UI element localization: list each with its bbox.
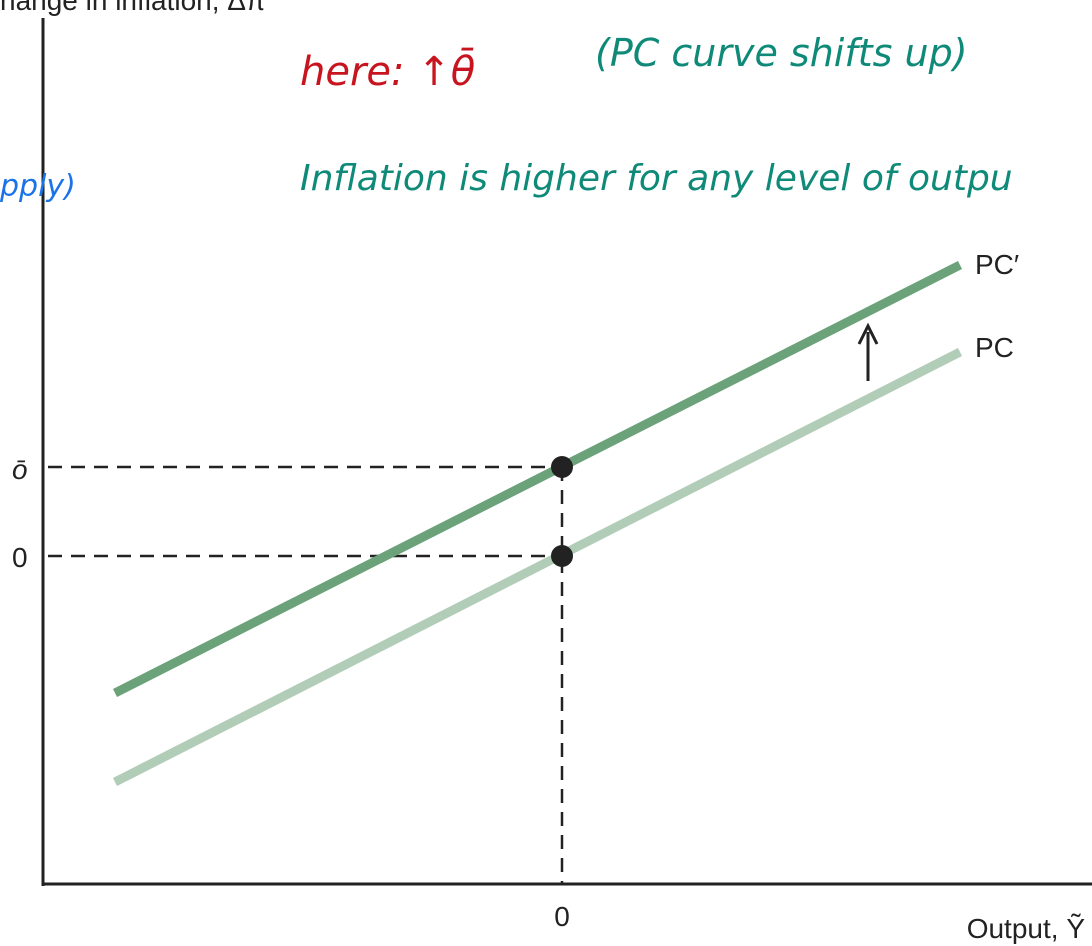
note-side: pply): [0, 169, 76, 204]
note-shift: (PC curve shifts up): [595, 31, 968, 75]
point: [551, 545, 573, 567]
curve-label: PC′: [975, 249, 1019, 280]
pc-prime-curve: [112, 260, 963, 698]
note-cause: here: ↑θ̄: [300, 47, 475, 95]
point: [551, 456, 573, 478]
curve-label: PC: [975, 332, 1014, 363]
y-tick-label: 0: [12, 542, 28, 573]
x-axis-title: Output, Ỹ: [967, 913, 1086, 944]
y-tick-label: ō: [12, 454, 28, 485]
shift-arrow-head: [857, 322, 879, 345]
y-axis-title: hange in inflation, Δπ: [0, 0, 265, 16]
pc-curve: [112, 347, 963, 787]
note-meaning: Inflation is higher for any level of out…: [300, 158, 1013, 199]
x-tick-label: 0: [554, 901, 570, 932]
